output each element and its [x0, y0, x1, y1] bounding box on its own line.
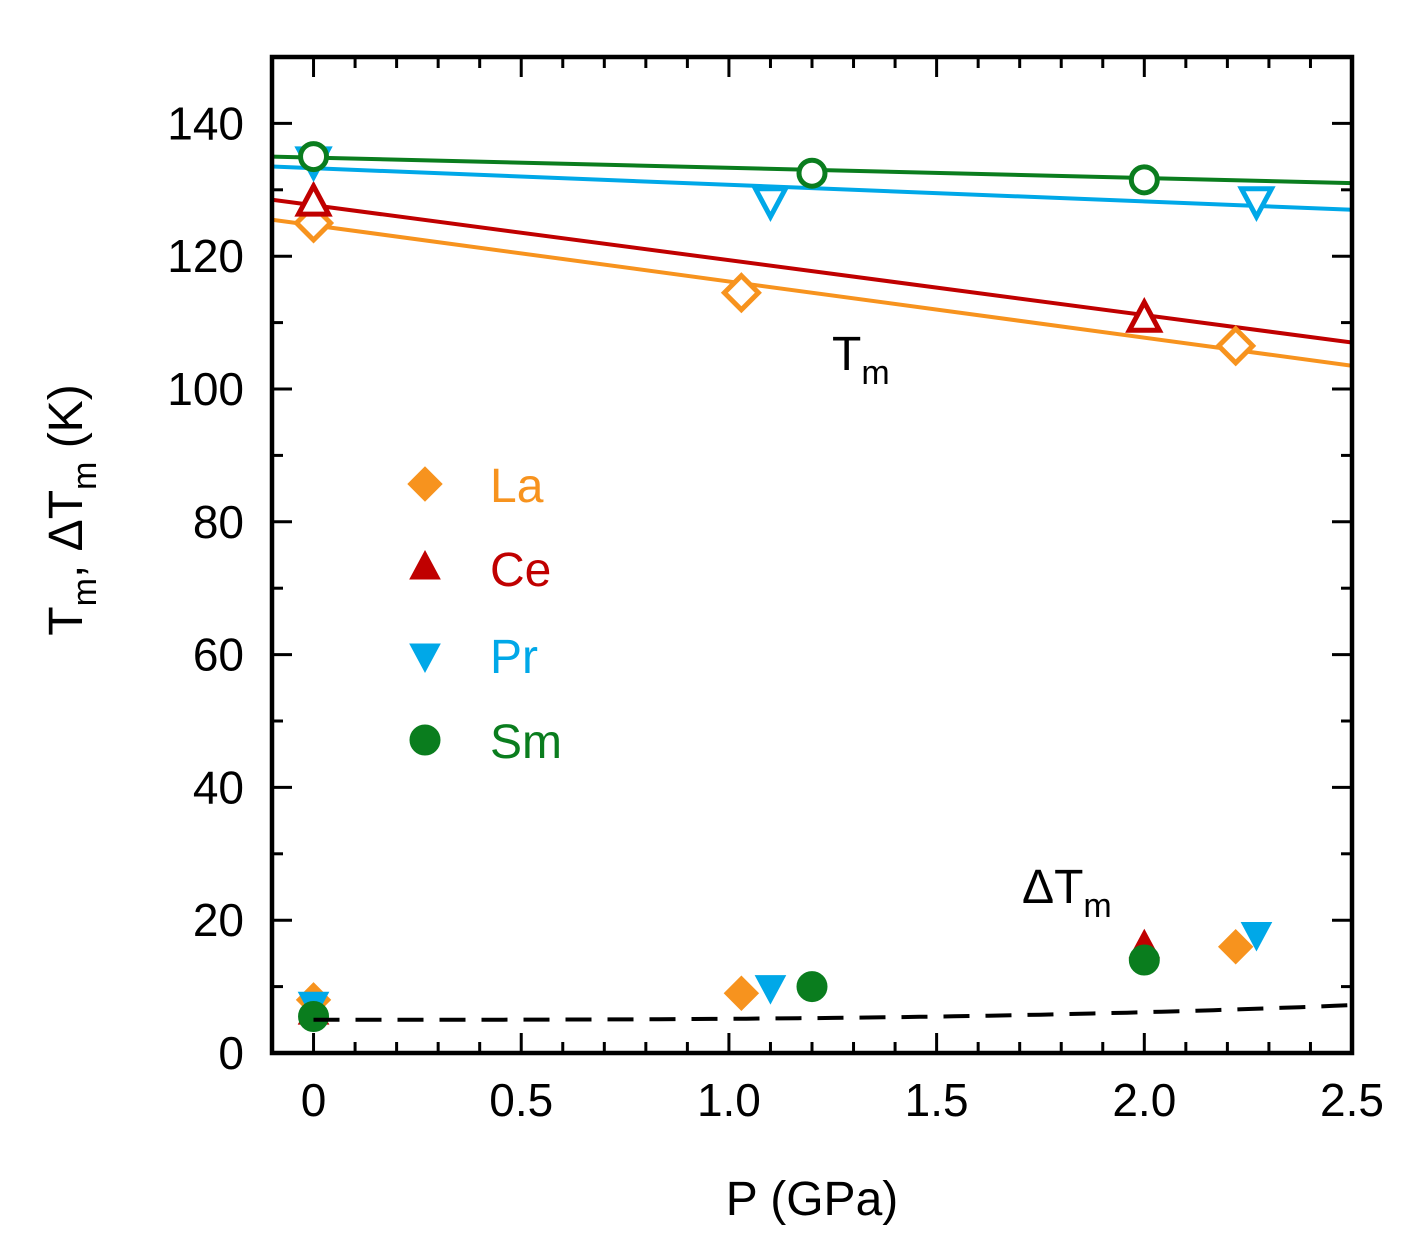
x-tick-label: 0: [301, 1074, 327, 1126]
legend-marker-sm: [409, 724, 441, 756]
tm-marker-pr: [751, 186, 790, 223]
tm-annotation: Tm: [832, 328, 890, 392]
legend-label-la: La: [490, 460, 544, 513]
dtm-marker-sm: [796, 971, 828, 1003]
dtm-marker-pr: [1240, 921, 1273, 952]
tm-marker-pr: [1237, 186, 1276, 223]
tm-marker-sm: [1128, 164, 1160, 196]
y-tick-label: 120: [167, 230, 244, 282]
dtm-marker-la: [1217, 929, 1254, 965]
axis-ticks: [270, 57, 1354, 1055]
tm-marker-la: [720, 272, 762, 314]
tm-marker-la: [1215, 325, 1257, 367]
legend: La Ce Pr Sm: [407, 460, 562, 769]
dtm-annotation: ΔTm: [1022, 861, 1112, 925]
fit-line-ce: [272, 197, 1352, 345]
tm-marker-sm: [298, 141, 330, 173]
dtm-marker-sm: [298, 1000, 330, 1032]
y-tick-label: 40: [193, 761, 244, 813]
svg-text:Tm, ΔTm (K): Tm, ΔTm (K): [40, 384, 104, 635]
tm-marker-sm: [796, 157, 828, 189]
legend-marker-pr: [409, 643, 441, 674]
y-tick-label: 0: [218, 1027, 244, 1079]
dtm-marker-la: [723, 975, 760, 1011]
dtm-marker-pr: [754, 975, 787, 1005]
y-tick-label: 140: [167, 97, 244, 149]
dtm-fit-dashed-line: [313, 1003, 1352, 1022]
dtm-marker-sm: [1128, 944, 1160, 976]
x-axis-label: P (GPa): [726, 1173, 899, 1226]
x-tick-label: 2.5: [1320, 1074, 1384, 1126]
legend-marker-la: [407, 466, 443, 502]
legend-marker-ce: [409, 549, 441, 580]
legend-label-pr: Pr: [490, 631, 538, 684]
data-markers: [293, 141, 1352, 1032]
tm-marker-ce: [1125, 296, 1164, 333]
x-tick-label: 2.0: [1112, 1074, 1176, 1126]
x-tick-label: 0.5: [489, 1074, 553, 1126]
y-tick-label: 80: [193, 496, 244, 548]
y-tick-label: 100: [167, 363, 244, 415]
fit-line-la: [272, 217, 1352, 368]
legend-label-ce: Ce: [490, 544, 551, 597]
legend-label-sm: Sm: [490, 716, 562, 769]
x-tick-label: 1.5: [905, 1074, 969, 1126]
y-tick-label: 20: [193, 894, 244, 946]
tick-labels: 0 0.5 1.0 1.5 2.0 2.5 0 20 40 60 80 100 120 140: [167, 97, 1384, 1126]
tm-marker-ce: [294, 180, 333, 217]
y-tick-label: 60: [193, 629, 244, 681]
plot-frame: [269, 54, 1355, 1056]
y-axis-label: Tm, ΔTm (K): [40, 384, 104, 635]
x-tick-label: 1.0: [697, 1074, 761, 1126]
